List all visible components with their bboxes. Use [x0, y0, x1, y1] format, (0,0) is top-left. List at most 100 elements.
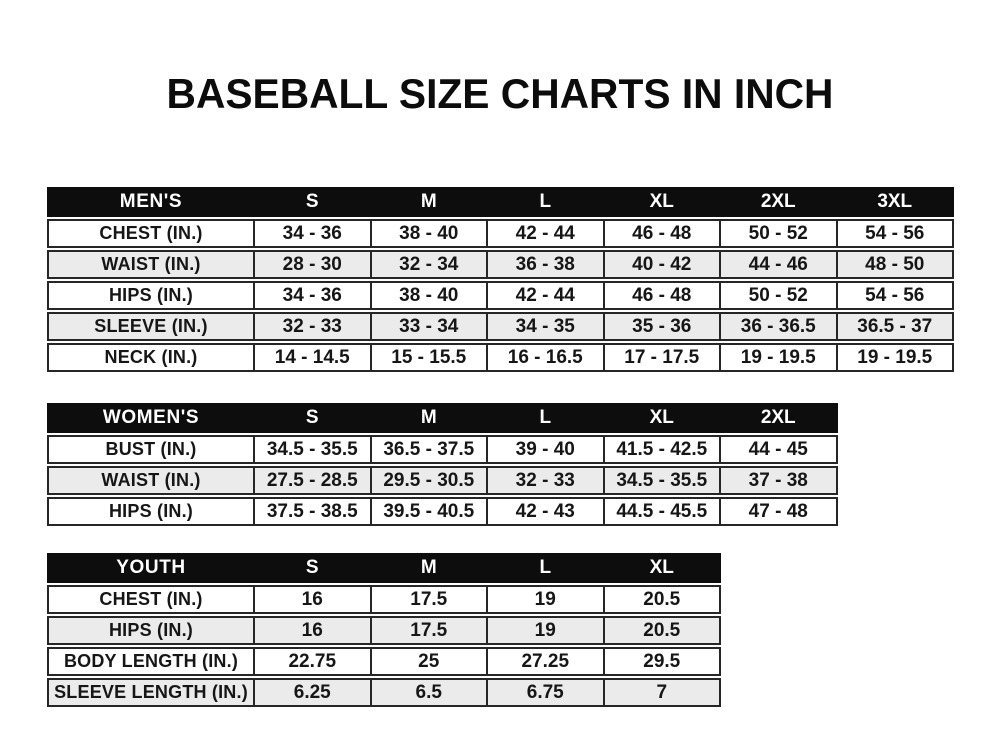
- womens-size-table: WOMEN'S S M L XL 2XL BUST (IN.) 34.5 - 35.5 36.5…: [47, 403, 838, 526]
- size-value-cell: 17.5: [369, 618, 487, 643]
- size-value-cell: 22.75: [253, 649, 370, 674]
- size-column-header: 2XL: [760, 191, 796, 212]
- size-value-cell: 17 - 17.5: [602, 345, 720, 370]
- table-row: HIPS (IN.) 37.5 - 38.5 39.5 - 40.5 42 - 43 4…: [47, 497, 838, 526]
- size-value-cell: 34 - 35: [486, 314, 603, 339]
- size-value-cell: 34 - 36: [253, 283, 370, 308]
- size-column-header: L: [539, 557, 552, 578]
- size-value-cell: 46 - 48: [602, 221, 720, 246]
- size-value-cell: 39 - 40: [486, 437, 603, 462]
- size-value-cell: 19 - 19.5: [719, 345, 836, 370]
- size-column-header: S: [305, 191, 319, 212]
- row-label: BODY LENGTH (IN.): [63, 651, 239, 671]
- size-value-cell: 36 - 36.5: [719, 314, 836, 339]
- size-value-cell: 34.5 - 35.5: [253, 437, 370, 462]
- table-row: HIPS (IN.) 34 - 36 38 - 40 42 - 44 46 - 48 50…: [47, 281, 954, 310]
- row-label: CHEST (IN.): [99, 223, 203, 243]
- size-value-cell: 42 - 44: [486, 283, 603, 308]
- row-label: NECK (IN.): [104, 347, 198, 367]
- table-row: HIPS (IN.) 16 17.5 19 20.5: [47, 616, 721, 645]
- size-value-cell: 37 - 38: [719, 468, 836, 493]
- size-column-header: M: [420, 191, 437, 212]
- size-value-cell: 44 - 45: [719, 437, 836, 462]
- size-value-cell: 25: [369, 649, 487, 674]
- size-value-cell: 27.5 - 28.5: [253, 468, 370, 493]
- size-value-cell: 16: [253, 618, 370, 643]
- size-value-cell: 50 - 52: [719, 283, 836, 308]
- size-value-cell: 36.5 - 37: [835, 314, 953, 339]
- table-row: CHEST (IN.) 34 - 36 38 - 40 42 - 44 46 - 48 5…: [47, 219, 954, 248]
- size-column-header: XL: [649, 557, 674, 578]
- size-column-header: 3XL: [877, 191, 913, 212]
- size-value-cell: 15 - 15.5: [369, 345, 487, 370]
- size-column-header: 2XL: [760, 407, 796, 428]
- size-value-cell: 35 - 36: [602, 314, 720, 339]
- mens-size-table: MEN'S S M L XL 2XL 3XL CHEST (IN.) 34 - 36 38 - 4…: [47, 187, 954, 372]
- size-value-cell: 50 - 52: [719, 221, 836, 246]
- table-title-cell: MEN'S: [119, 191, 183, 212]
- table-row: BODY LENGTH (IN.) 22.75 25 27.25 29.5: [47, 647, 721, 676]
- size-value-cell: 36 - 38: [486, 252, 603, 277]
- size-column-header: M: [420, 557, 437, 578]
- size-value-cell: 29.5: [602, 649, 720, 674]
- row-label: HIPS (IN.): [108, 501, 193, 521]
- page-title: BASEBALL SIZE CHARTS IN INCH: [166, 70, 834, 117]
- table-row: BUST (IN.) 34.5 - 35.5 36.5 - 37.5 39 - 40 4…: [47, 435, 838, 464]
- size-value-cell: 7: [602, 680, 720, 705]
- size-value-cell: 34.5 - 35.5: [602, 468, 720, 493]
- size-value-cell: 17.5: [369, 587, 487, 612]
- size-value-cell: 37.5 - 38.5: [253, 499, 370, 524]
- table-row: SLEEVE (IN.) 32 - 33 33 - 34 34 - 35 35 - 36…: [47, 312, 954, 341]
- size-value-cell: 41.5 - 42.5: [602, 437, 720, 462]
- size-value-cell: 32 - 33: [486, 468, 603, 493]
- size-value-cell: 28 - 30: [253, 252, 370, 277]
- size-value-cell: 54 - 56: [835, 221, 953, 246]
- row-label: HIPS (IN.): [108, 285, 193, 305]
- size-column-header: L: [539, 191, 552, 212]
- table-title-cell: WOMEN'S: [102, 407, 200, 428]
- table-header-row: WOMEN'S S M L XL 2XL: [47, 403, 838, 433]
- size-value-cell: 48 - 50: [835, 252, 953, 277]
- size-value-cell: 19: [486, 587, 603, 612]
- size-value-cell: 40 - 42: [602, 252, 720, 277]
- table-header-row: MEN'S S M L XL 2XL 3XL: [47, 187, 954, 217]
- size-value-cell: 44.5 - 45.5: [602, 499, 720, 524]
- size-value-cell: 20.5: [602, 618, 720, 643]
- size-value-cell: 6.5: [369, 680, 487, 705]
- size-column-header: S: [305, 407, 319, 428]
- size-value-cell: 19 - 19.5: [835, 345, 953, 370]
- table-row: NECK (IN.) 14 - 14.5 15 - 15.5 16 - 16.5 17 …: [47, 343, 954, 372]
- row-label: SLEEVE LENGTH (IN.): [54, 682, 248, 702]
- row-label: WAIST (IN.): [101, 254, 201, 274]
- table-row: WAIST (IN.) 28 - 30 32 - 34 36 - 38 40 - 42 4…: [47, 250, 954, 279]
- size-value-cell: 46 - 48: [602, 283, 720, 308]
- size-value-cell: 44 - 46: [719, 252, 836, 277]
- size-value-cell: 32 - 34: [369, 252, 487, 277]
- size-value-cell: 34 - 36: [253, 221, 370, 246]
- size-value-cell: 54 - 56: [835, 283, 953, 308]
- size-value-cell: 14 - 14.5: [253, 345, 370, 370]
- row-label: BUST (IN.): [105, 439, 197, 459]
- size-column-header: S: [305, 557, 319, 578]
- table-header-row: YOUTH S M L XL: [47, 553, 721, 583]
- size-value-cell: 19: [486, 618, 603, 643]
- size-value-cell: 16: [253, 587, 370, 612]
- table-title-cell: YOUTH: [116, 557, 186, 578]
- size-value-cell: 39.5 - 40.5: [369, 499, 487, 524]
- table-row: CHEST (IN.) 16 17.5 19 20.5: [47, 585, 721, 614]
- size-value-cell: 6.25: [253, 680, 370, 705]
- size-value-cell: 20.5: [602, 587, 720, 612]
- size-column-header: XL: [649, 407, 674, 428]
- size-column-header: XL: [649, 191, 674, 212]
- size-value-cell: 47 - 48: [719, 499, 836, 524]
- table-row: SLEEVE LENGTH (IN.) 6.25 6.5 6.75 7: [47, 678, 721, 707]
- size-value-cell: 29.5 - 30.5: [369, 468, 487, 493]
- size-value-cell: 16 - 16.5: [486, 345, 603, 370]
- size-value-cell: 6.75: [486, 680, 603, 705]
- size-column-header: L: [539, 407, 552, 428]
- row-label: SLEEVE (IN.): [94, 316, 208, 336]
- table-row: WAIST (IN.) 27.5 - 28.5 29.5 - 30.5 32 - 33…: [47, 466, 838, 495]
- size-value-cell: 42 - 44: [486, 221, 603, 246]
- size-column-header: M: [420, 407, 437, 428]
